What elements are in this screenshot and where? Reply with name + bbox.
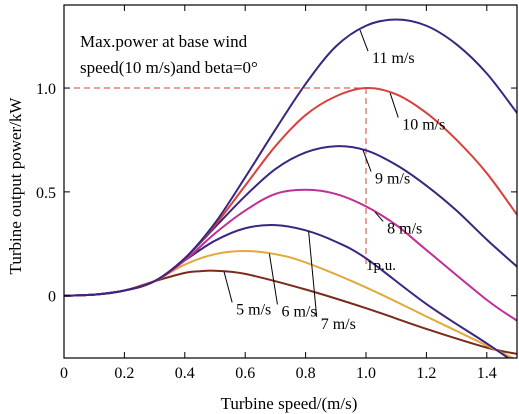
y-tick-label-1: 0.5 bbox=[36, 185, 56, 202]
series-leader-1 bbox=[268, 253, 278, 305]
series-line-5 bbox=[64, 87, 517, 297]
y-tick-label-0: 0 bbox=[48, 289, 56, 306]
series-label-6: 11 m/s bbox=[372, 50, 415, 67]
series-leader-3 bbox=[374, 211, 384, 222]
reference-lines bbox=[64, 87, 367, 268]
annotation-line-2: speed(10 m/s)and beta=0° bbox=[80, 58, 258, 77]
x-tick-label-6: 1.2 bbox=[416, 365, 436, 382]
plot-frame bbox=[63, 4, 518, 359]
series-label-1: 6 m/s bbox=[281, 303, 316, 320]
series-label-3: 8 m/s bbox=[387, 220, 422, 237]
axes-layer: 0 0.2 0.4 0.6 0.8 1.0 1.2 1.4 0 0.5 1.0 bbox=[36, 5, 517, 382]
series-line-3 bbox=[64, 188, 517, 322]
y-tick-label-2: 1.0 bbox=[36, 81, 56, 98]
series-layer bbox=[64, 18, 517, 358]
x-tick-label-4: 0.8 bbox=[296, 365, 316, 382]
series-label-0: 5 m/s bbox=[236, 301, 271, 318]
series-line-6 bbox=[64, 18, 517, 297]
series-line-4 bbox=[64, 145, 517, 297]
ref-point-label: 1p.u. bbox=[366, 258, 396, 274]
series-label-4: 9 m/s bbox=[375, 171, 410, 188]
x-tick-label-2: 0.4 bbox=[175, 365, 195, 382]
series-leader-4 bbox=[362, 149, 372, 172]
series-label-5: 10 m/s bbox=[402, 117, 445, 134]
series-leader-6 bbox=[359, 29, 369, 52]
x-tick-label-1: 0.2 bbox=[114, 365, 134, 382]
annotation-line-1: Max.power at base wind bbox=[80, 32, 248, 51]
x-tick-label-7: 1.4 bbox=[477, 365, 497, 382]
series-leader-2 bbox=[308, 231, 318, 317]
series-leader-0 bbox=[223, 271, 233, 303]
x-tick-label-5: 1.0 bbox=[356, 365, 376, 382]
y-axis-label: Turbine output power/kW bbox=[6, 97, 25, 275]
x-tick-label-3: 0.6 bbox=[235, 365, 255, 382]
series-label-2: 7 m/s bbox=[321, 316, 356, 333]
series-line-2 bbox=[64, 224, 510, 358]
x-axis-label: Turbine speed/(m/s) bbox=[221, 394, 358, 413]
label-leaders-layer bbox=[223, 29, 399, 317]
series-leader-5 bbox=[389, 92, 399, 118]
x-tick-label-0: 0 bbox=[60, 365, 68, 382]
